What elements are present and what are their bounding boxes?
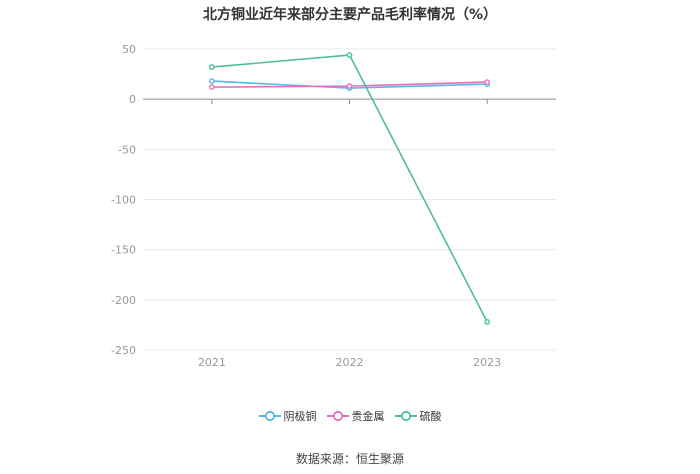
series-2-point [346, 52, 353, 58]
series-1-point [208, 84, 215, 91]
y-tick-label: -50 [118, 143, 136, 156]
x-tick-label: 2023 [473, 356, 501, 369]
legend-item-0: 阴极铜 [258, 408, 317, 424]
legend-label: 阴极铜 [283, 410, 317, 423]
chart-title: 北方铜业近年来部分主要产品毛利率情况（%） [202, 7, 498, 23]
y-tick-label: 0 [129, 93, 136, 106]
series-2 [208, 52, 491, 325]
y-tick-label: -200 [111, 294, 136, 307]
legend: 阴极铜 贵金属 硫酸 [0, 408, 700, 424]
x-tick-label: 2021 [198, 356, 226, 369]
series-1-point [484, 79, 491, 86]
y-tick-label: -150 [111, 244, 136, 257]
y-tick-label: -250 [111, 344, 136, 357]
series-1 [208, 79, 491, 91]
legend-label: 贵金属 [351, 410, 385, 423]
legend-label: 硫酸 [419, 410, 442, 423]
series-2-point [484, 319, 491, 325]
series-2-line [211, 54, 488, 323]
legend-item-2: 硫酸 [394, 408, 442, 424]
data-source: 数据来源：恒生聚源 [295, 452, 404, 466]
series-1-point [346, 83, 353, 90]
series-0-point [208, 78, 215, 85]
legend-line-marker-icon [394, 410, 417, 422]
y-tick-label: 50 [122, 43, 136, 56]
x-tick-label: 2022 [336, 356, 364, 369]
legend-line-marker-icon [326, 410, 349, 422]
legend-line-marker-icon [258, 410, 281, 422]
series-2-point [208, 64, 215, 70]
y-axis: 50 0 -50 -100 -150 -200 -250 [111, 43, 136, 357]
y-tick-label: -100 [111, 194, 136, 207]
x-axis: 2021 2022 2023 [143, 98, 556, 369]
legend-item-1: 贵金属 [326, 408, 385, 424]
grid-lines [143, 48, 556, 351]
